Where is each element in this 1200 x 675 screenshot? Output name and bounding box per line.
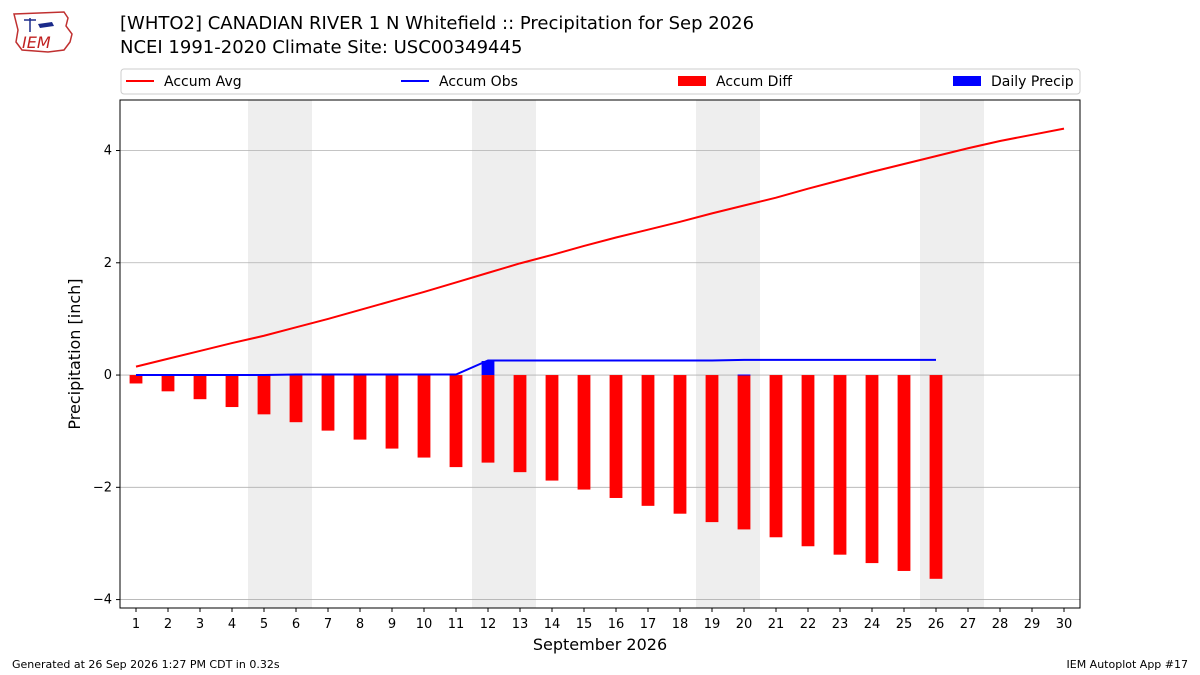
x-tick-label: 26 (928, 617, 945, 632)
x-tick-label: 18 (672, 617, 689, 632)
accum-diff-bar (289, 375, 303, 423)
legend-box (120, 68, 1081, 95)
iem-logo: IEM (13, 11, 73, 53)
accum-diff-bar (833, 375, 847, 555)
legend-label-accum-diff: Accum Diff (716, 74, 792, 90)
x-tick-label: 28 (992, 617, 1009, 632)
x-tick-label: 13 (512, 617, 529, 632)
accum-diff-bar (801, 375, 815, 547)
y-tick-label: 0 (104, 368, 112, 383)
y-tick-label: 4 (104, 144, 112, 159)
accum-diff-bar (705, 375, 719, 523)
legend-label-daily-precip: Daily Precip (991, 74, 1074, 90)
x-tick-label: 4 (228, 617, 236, 632)
x-tick-label: 5 (260, 617, 268, 632)
accum-diff-bar (129, 375, 143, 384)
accum-diff-bar (321, 375, 335, 431)
x-tick-label: 15 (576, 617, 593, 632)
x-tick-label: 14 (544, 617, 561, 632)
x-tick-label: 1 (132, 617, 140, 632)
weekend-band (696, 100, 760, 608)
x-tick-label: 30 (1056, 617, 1073, 632)
x-tick-label: 19 (704, 617, 721, 632)
accum-obs-line (136, 358, 936, 377)
chart-subtitle: NCEI 1991-2020 Climate Site: USC00349445 (120, 37, 523, 58)
accum-diff-bar (865, 375, 879, 564)
x-tick-label: 6 (292, 617, 300, 632)
logo-text: IEM (22, 33, 51, 52)
accum-diff-bar (673, 375, 687, 514)
x-tick-label: 8 (356, 617, 364, 632)
accum-diff-bar (769, 375, 783, 538)
app-label: IEM Autoplot App #17 (1066, 658, 1189, 671)
x-tick-label: 27 (960, 617, 977, 632)
y-tick-label: 2 (104, 256, 112, 271)
weekend-band (248, 100, 312, 608)
accum-diff-bar (641, 375, 655, 506)
generated-timestamp: Generated at 26 Sep 2026 1:27 PM CDT in … (12, 658, 280, 671)
x-tick-label: 12 (480, 617, 497, 632)
legend-swatch-accum-diff (678, 76, 706, 86)
accum-diff-bar (929, 375, 943, 579)
x-tick-label: 16 (608, 617, 625, 632)
accum-diff-bar (897, 375, 911, 571)
y-axis-label: Precipitation [inch] (65, 278, 84, 429)
legend: Accum Avg Accum Obs Accum Diff Daily Precip (120, 68, 1081, 95)
accum-diff-bar (257, 375, 271, 415)
chart-title: [WHTO2] CANADIAN RIVER 1 N Whitefield ::… (120, 13, 755, 34)
x-tick-label: 20 (736, 617, 753, 632)
weekend-band (472, 100, 536, 608)
x-tick-label: 17 (640, 617, 657, 632)
x-tick-label: 10 (416, 617, 433, 632)
accum-diff-bar (449, 375, 463, 468)
x-tick-label: 2 (164, 617, 172, 632)
accum-diff-bar (545, 375, 559, 481)
accum-diff-bar (513, 375, 527, 473)
accum-diff-bar (385, 375, 399, 449)
accum-diff-bar (577, 375, 591, 490)
accum-diff-bar (161, 375, 175, 392)
x-tick-label: 25 (896, 617, 913, 632)
legend-label-accum-obs: Accum Obs (439, 74, 518, 90)
x-axis-label: September 2026 (533, 635, 667, 654)
accum-avg-line (135, 127, 1065, 368)
x-tick-label: 7 (324, 617, 332, 632)
x-tick-label: 22 (800, 617, 817, 632)
daily-precip-bar (481, 361, 495, 376)
accum-diff-bar (417, 375, 431, 458)
legend-swatch-daily-precip (953, 76, 981, 86)
accum-diff-bar (609, 375, 623, 498)
x-tick-label: 9 (388, 617, 396, 632)
accum-diff-bar (193, 375, 207, 400)
x-tick-label: 24 (864, 617, 881, 632)
x-tick-label: 11 (448, 617, 465, 632)
legend-label-accum-avg: Accum Avg (164, 74, 242, 90)
accum-diff-bar (481, 375, 495, 463)
x-tick-label: 21 (768, 617, 785, 632)
daily-precip-bar (737, 374, 751, 376)
accum-diff-bar (353, 375, 367, 440)
x-tick-label: 23 (832, 617, 849, 632)
y-tick-label: −2 (93, 480, 112, 495)
accum-diff-bar (225, 375, 239, 408)
x-tick-label: 3 (196, 617, 204, 632)
x-tick-label: 29 (1024, 617, 1041, 632)
accum-diff-bar (737, 375, 751, 530)
y-tick-label: −4 (93, 593, 112, 608)
